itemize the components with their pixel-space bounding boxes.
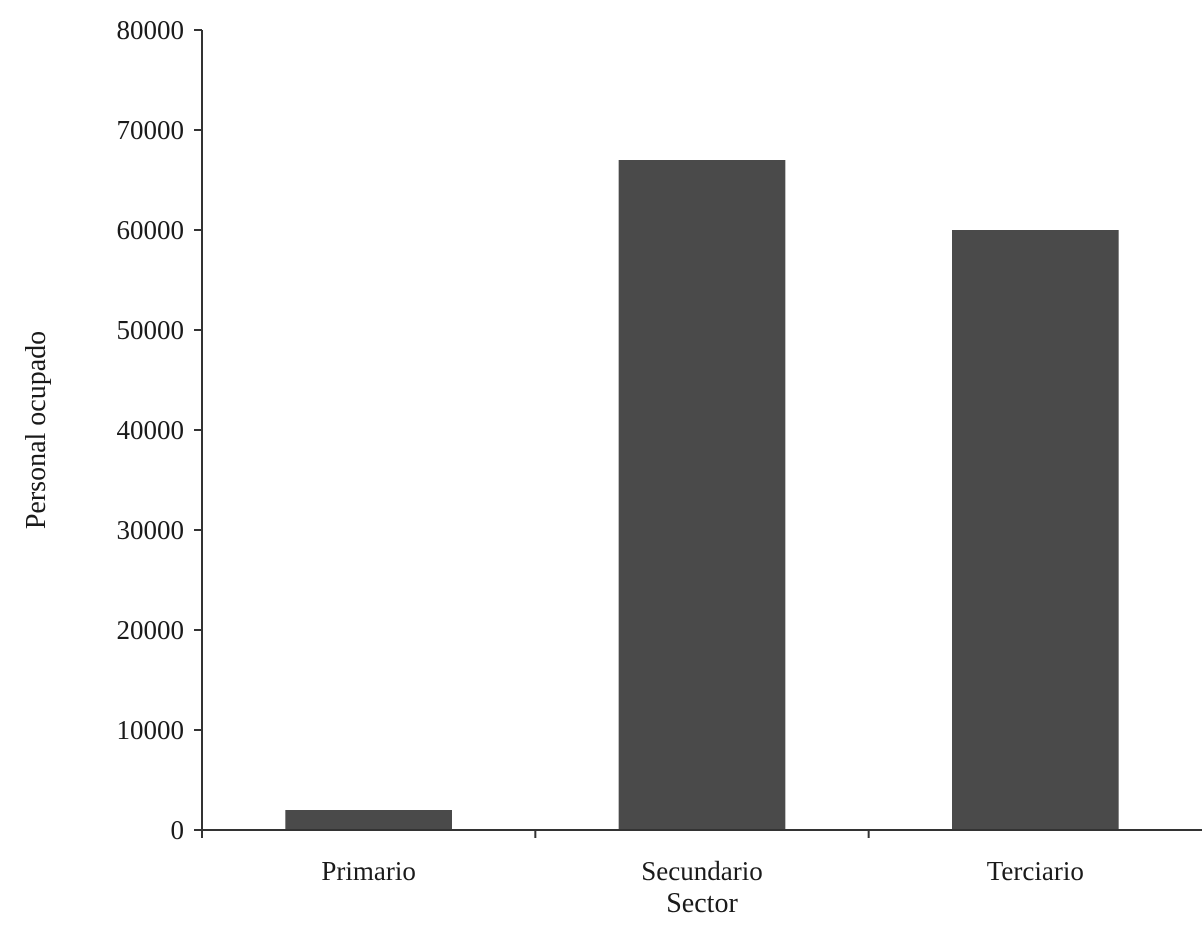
y-tick-label: 50000: [117, 315, 185, 345]
y-axis-label: Personal ocupado: [21, 331, 52, 529]
y-tick-label: 60000: [117, 215, 185, 245]
y-tick-label: 70000: [117, 115, 185, 145]
bar-terciario: [952, 230, 1119, 830]
bar-primario: [285, 810, 452, 830]
y-axis-ticks: 0 10000 20000 30000 40000 50000 60000 70000 8000…: [117, 15, 202, 845]
y-tick-label: 40000: [117, 415, 185, 445]
y-tick-label: 0: [171, 815, 185, 845]
bar-secundario: [618, 160, 786, 830]
x-tick-label: Primario: [321, 856, 416, 886]
y-tick-label: 20000: [117, 615, 185, 645]
bars-group: [285, 160, 1119, 830]
x-axis-label: Sector: [666, 888, 738, 919]
y-tick-label: 80000: [117, 15, 185, 45]
x-tick-label: Terciario: [987, 856, 1084, 886]
x-axis-ticks: Primario Secundario Terciario: [201, 830, 1084, 886]
y-tick-label: 30000: [117, 515, 185, 545]
x-tick-label: Secundario: [641, 856, 762, 886]
y-tick-label: 10000: [117, 715, 185, 745]
